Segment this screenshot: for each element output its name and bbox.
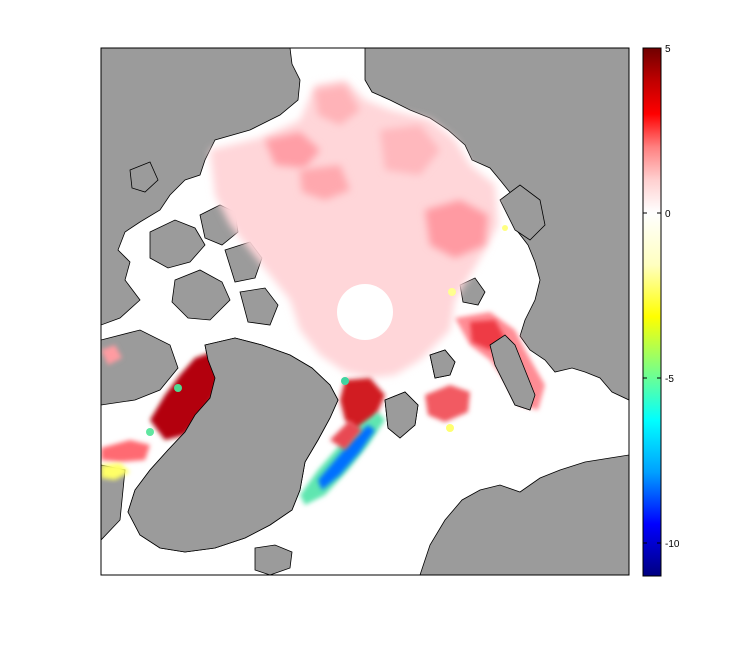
land-arctic-islands-5 xyxy=(239,287,279,326)
land-baffin xyxy=(101,329,179,406)
spot-green-2 xyxy=(146,428,154,436)
spot-yellow-2 xyxy=(448,288,456,296)
map-area xyxy=(101,48,629,575)
land-taymyr xyxy=(499,184,546,241)
anomaly-patch-1 xyxy=(265,132,320,168)
anomaly-labrador xyxy=(101,440,150,462)
land-scandinavia xyxy=(419,454,629,575)
anomaly-patch-3 xyxy=(425,200,488,258)
land-novaya-zemlya-top xyxy=(489,334,536,411)
map-frame xyxy=(100,47,630,576)
colorbar-tick-label-minus-10: -10 xyxy=(665,539,680,550)
colorbar-tick-label-minus-5: -5 xyxy=(665,374,674,385)
anomaly-east-greenland-blue xyxy=(318,425,375,490)
anomaly-patch-2 xyxy=(300,165,350,200)
colorbar-tick-label-0: 0 xyxy=(665,209,671,220)
spot-yellow-3 xyxy=(446,424,454,432)
land-svalbard-top xyxy=(384,391,419,439)
land-arctic-islands-6 xyxy=(129,161,159,193)
anomaly-patch-5 xyxy=(380,125,440,175)
anomaly-baffin-bay xyxy=(150,352,222,440)
spot-green-1 xyxy=(174,384,182,392)
colorbar-tick-label-5: 5 xyxy=(665,44,671,55)
anomaly-svalbard-east xyxy=(425,385,470,422)
land-severnaya-zemlya xyxy=(459,277,486,306)
land-franz-josef-top xyxy=(429,349,456,379)
anomaly-east-greenland-red xyxy=(330,420,362,450)
colorbar-tick-5: 5 xyxy=(643,44,671,55)
land-greenland-top xyxy=(127,337,339,553)
colorbar: 5 0 -5 -10 xyxy=(642,44,680,577)
colorbar-tick-minus-10: -10 xyxy=(643,539,680,550)
anomaly-hudson xyxy=(101,345,122,365)
land-arctic-islands-1 xyxy=(149,219,206,269)
land-north-america xyxy=(101,48,301,326)
colorbar-tick-minus-5: -5 xyxy=(643,374,674,385)
spot-yellow-1 xyxy=(502,225,508,231)
land-siberia xyxy=(364,48,629,401)
anomaly-patch-4 xyxy=(315,85,360,125)
colorbar-tick-0: 0 xyxy=(643,209,671,220)
pole-hole xyxy=(337,284,393,340)
spot-green-4 xyxy=(341,377,349,385)
land-overlay xyxy=(127,334,536,553)
colorbar-scale xyxy=(642,47,662,577)
land-arctic-islands-3 xyxy=(171,269,231,321)
land-iceland xyxy=(254,544,293,575)
colorbar-ticks: 5 0 -5 -10 xyxy=(643,44,680,550)
anomaly-labrador-yellow xyxy=(101,463,130,480)
